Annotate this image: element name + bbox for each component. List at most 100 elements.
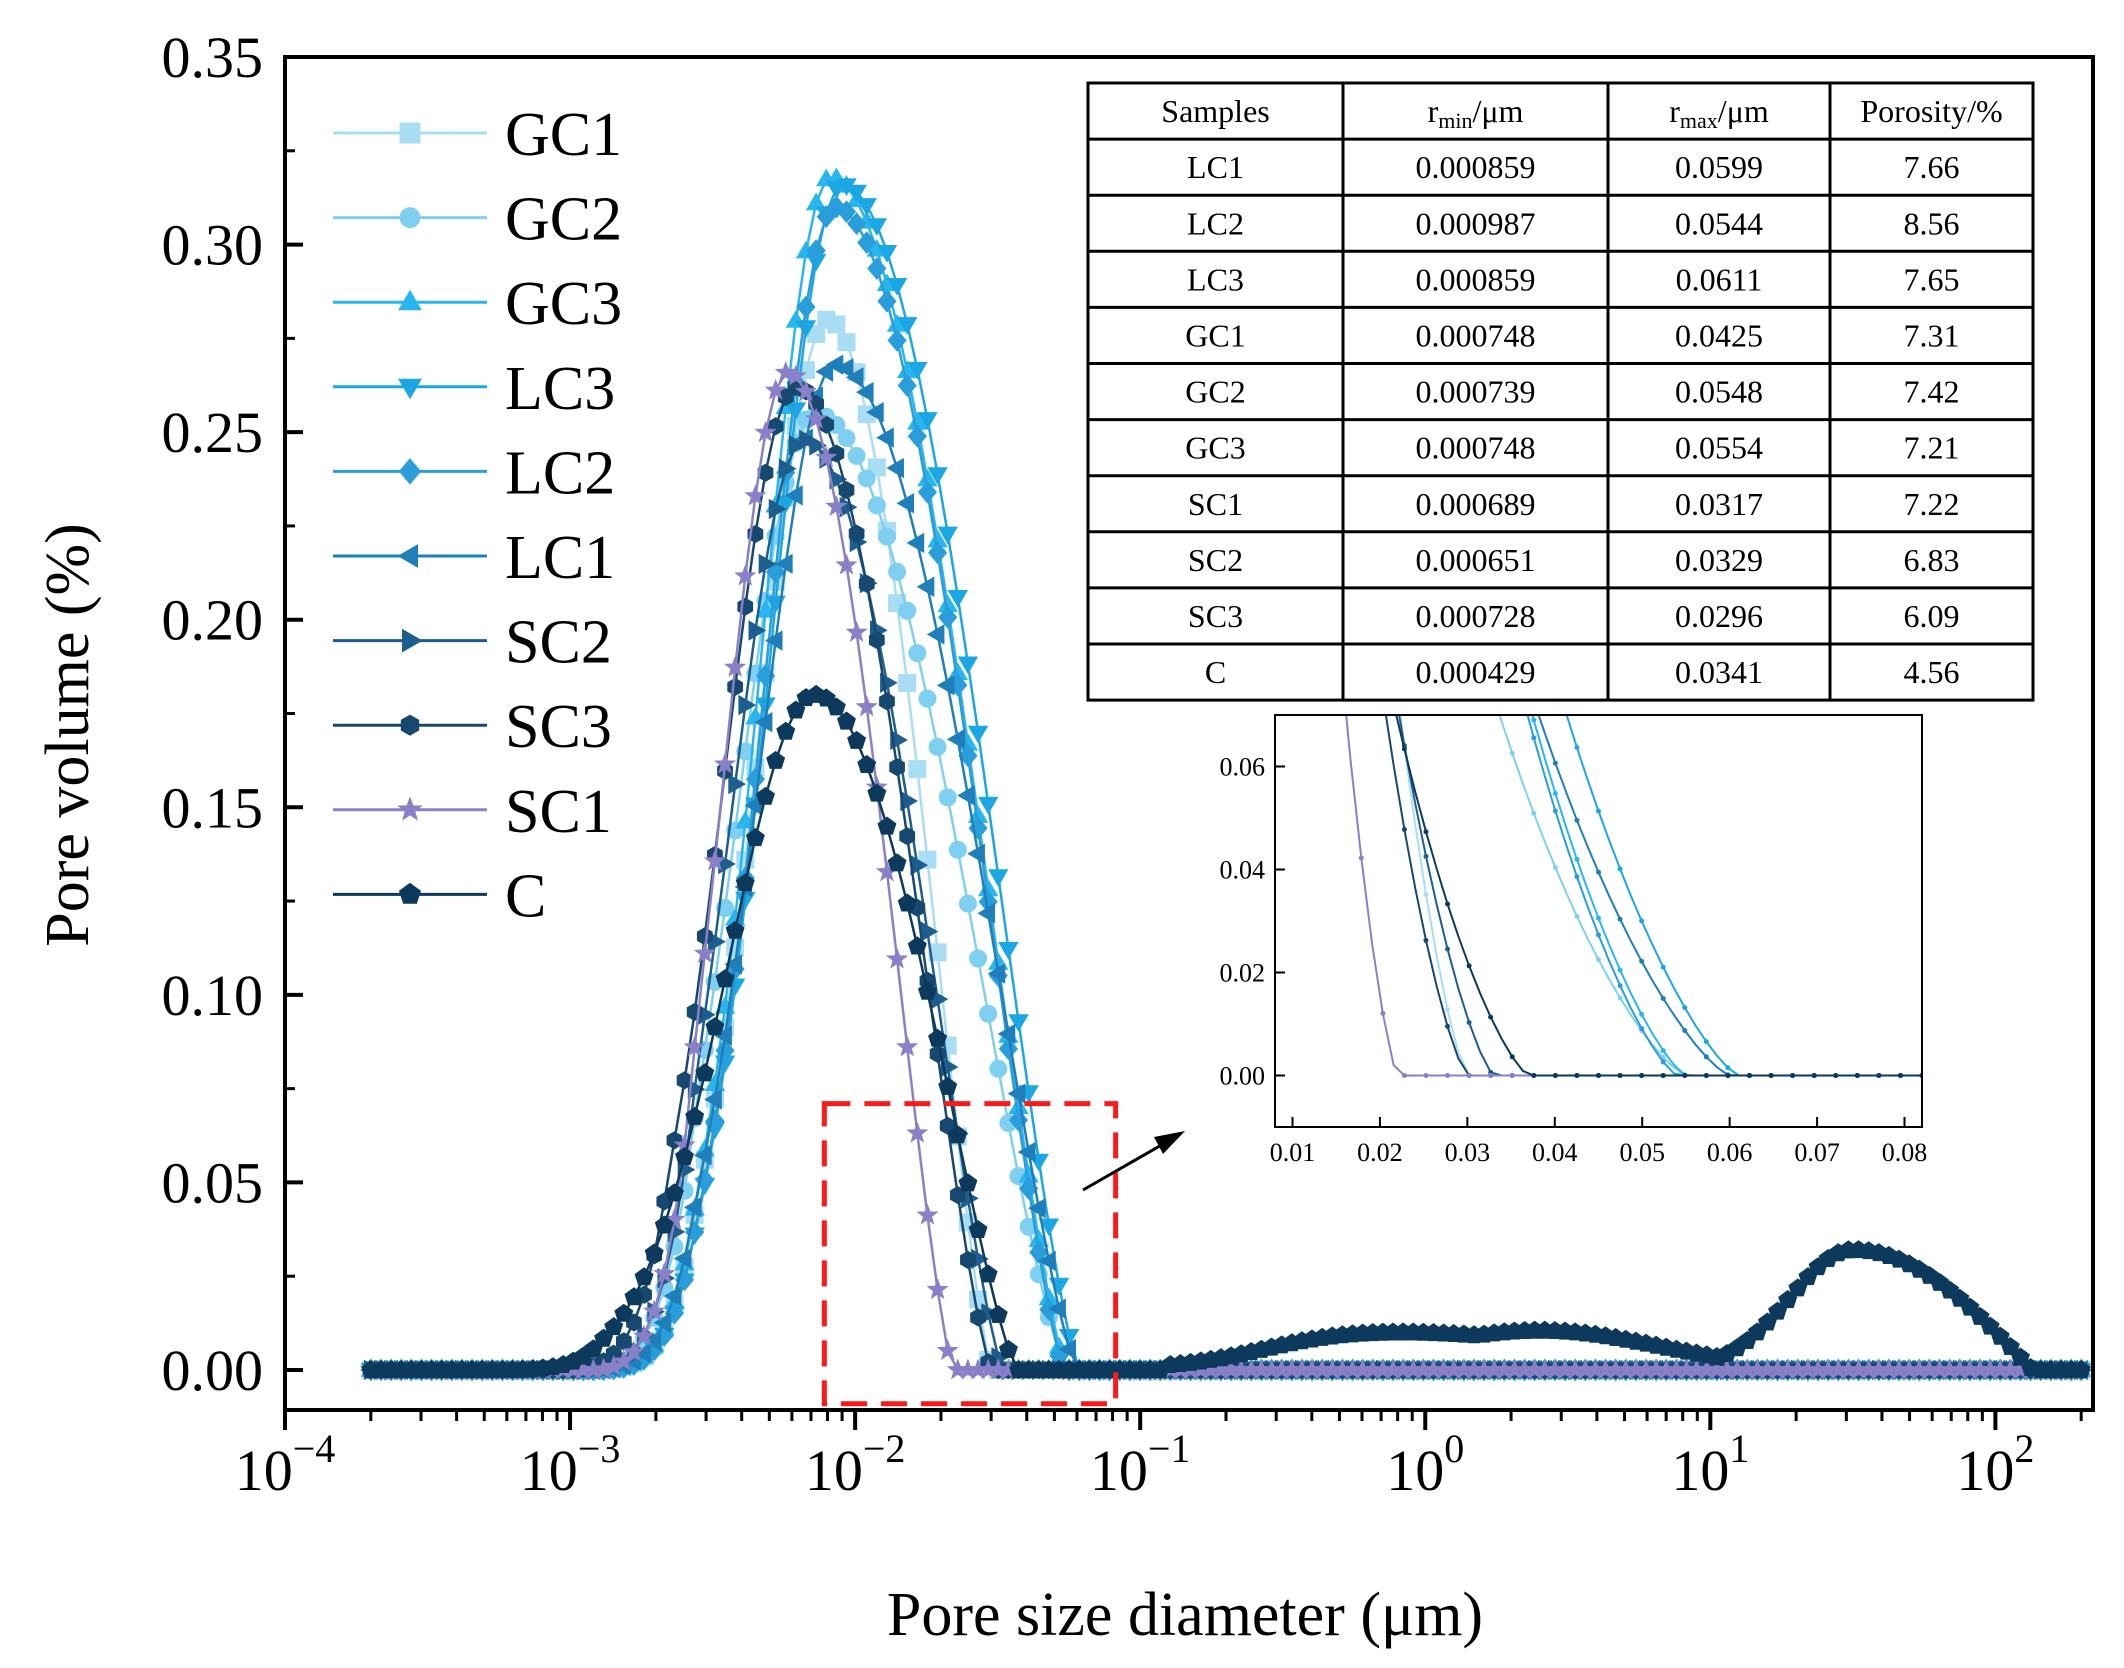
- table-cell: 0.0554: [1675, 430, 1763, 466]
- table-row: SC2 0.000651 0.0329 6.83: [1188, 542, 1960, 578]
- data-point-marker: [397, 544, 418, 568]
- data-point-marker: [775, 495, 796, 514]
- inset-point: [1682, 1028, 1688, 1034]
- data-point-marker: [1008, 1014, 1029, 1032]
- data-point-marker: [857, 231, 877, 254]
- table-cell: 0.000748: [1416, 430, 1536, 466]
- inset-point: [1617, 967, 1623, 973]
- inset-point: [1596, 915, 1601, 921]
- summary-table: Samples rmin/μm rmax/μm Porosity/%LC1 0.0008…: [1086, 81, 2035, 702]
- data-point-marker: [705, 1017, 725, 1036]
- data-point-marker: [876, 427, 894, 448]
- inset-point: [1617, 866, 1623, 872]
- data-point-marker: [867, 783, 887, 802]
- table-cell: GC1: [1185, 317, 1245, 353]
- data-point-marker: [789, 434, 807, 456]
- data-point-marker: [703, 849, 726, 871]
- table-cell: SC2: [1188, 542, 1243, 578]
- data-point-marker: [926, 1278, 949, 1300]
- data-point-marker: [826, 697, 846, 716]
- data-point-marker: [847, 446, 866, 465]
- data-point-marker: [968, 1220, 988, 1239]
- inset-point: [1466, 1020, 1472, 1026]
- inset-point: [1552, 1073, 1558, 1078]
- data-point-marker: [936, 1339, 959, 1361]
- x-tick-exponent: 1: [1729, 1426, 1749, 1471]
- header-r: r: [1428, 93, 1439, 129]
- data-point-marker: [755, 697, 776, 716]
- table-cell: 7.65: [1904, 261, 1960, 297]
- data-point-marker: [898, 674, 917, 693]
- inset-point: [1617, 1073, 1623, 1078]
- legend-label: SC1: [505, 778, 612, 846]
- inset-point: [1703, 1054, 1709, 1060]
- data-point-marker: [785, 402, 807, 421]
- data-point-marker: [998, 1339, 1018, 1358]
- data-point-marker: [918, 689, 937, 708]
- data-point-marker: [847, 730, 867, 749]
- data-point-marker: [398, 378, 422, 400]
- data-point-marker: [725, 920, 745, 939]
- table-cell: 0.000651: [1416, 542, 1536, 578]
- inset-chart: 0.00 0.02 0.04 0.06 0.01 0.02 0.03 0.04 0.05 0.06…: [1220, 0, 1927, 1167]
- data-point-marker: [754, 420, 777, 442]
- inset-point: [1531, 735, 1537, 741]
- data-point-marker: [774, 360, 797, 383]
- inset-point: [1488, 1073, 1494, 1078]
- data-point-marker: [938, 605, 958, 629]
- data-point-marker: [917, 480, 938, 504]
- table-row: LC2 0.000987 0.0544 8.56: [1187, 205, 1959, 241]
- data-point-marker: [855, 695, 878, 717]
- data-point-marker: [917, 981, 937, 1000]
- table-row: GC2 0.000739 0.0548 7.42: [1185, 374, 1959, 410]
- data-point-marker: [947, 729, 965, 750]
- data-point-marker: [907, 361, 928, 380]
- inset-point: [1574, 913, 1580, 919]
- series-layer: [359, 167, 2093, 1382]
- data-point-marker: [835, 553, 858, 575]
- data-point-marker: [766, 560, 786, 584]
- data-point-marker: [644, 1243, 664, 1262]
- legend-label: LC3: [505, 355, 615, 423]
- data-point-marker: [766, 750, 786, 769]
- data-point-marker: [1960, 1297, 1980, 1316]
- table-cell: 0.000859: [1416, 261, 1536, 297]
- x-tick-exponent: −2: [863, 1426, 906, 1471]
- data-point-marker: [957, 656, 979, 675]
- table-header-porosity: Porosity/%: [1860, 93, 2002, 129]
- inset-point: [1509, 1073, 1515, 1078]
- x-tick-base: 10: [1671, 1438, 1729, 1503]
- inset-point: [1596, 1073, 1601, 1078]
- x-tick-exponent: −1: [1148, 1426, 1191, 1471]
- data-point-marker: [886, 947, 909, 969]
- inset-point: [1423, 937, 1429, 943]
- data-point-marker: [744, 795, 763, 816]
- data-point-marker: [683, 1035, 706, 1057]
- inset-point: [1509, 750, 1515, 756]
- data-point-marker: [908, 760, 927, 779]
- data-point-marker: [867, 257, 887, 280]
- data-point-marker: [764, 378, 787, 400]
- table-row: GC3 0.000748 0.0554 7.21: [1185, 430, 1959, 466]
- x-tick-exponent: 2: [2014, 1426, 2034, 1471]
- data-point-marker: [988, 1305, 1008, 1324]
- data-point-marker: [958, 744, 978, 768]
- table-cell: 0.0341: [1675, 654, 1763, 690]
- data-point-marker: [825, 494, 848, 517]
- data-point-marker: [785, 485, 803, 506]
- inset-point: [1574, 1073, 1580, 1078]
- legend-item-lc2: LC2: [333, 439, 615, 507]
- data-point-marker: [958, 1173, 978, 1192]
- table-cell: GC3: [1185, 430, 1245, 466]
- inset-point: [1380, 0, 1385, 3]
- legend-label: LC2: [505, 439, 615, 507]
- inset-point: [1617, 995, 1623, 1001]
- inset-point: [1574, 874, 1580, 880]
- data-point-marker: [604, 1317, 624, 1336]
- data-point-marker: [896, 493, 915, 514]
- table-cell: C: [1205, 654, 1226, 690]
- inset-point: [1639, 1073, 1645, 1078]
- data-point-marker: [715, 969, 735, 988]
- inset-point: [1423, 891, 1429, 897]
- inset-point: [1639, 918, 1645, 924]
